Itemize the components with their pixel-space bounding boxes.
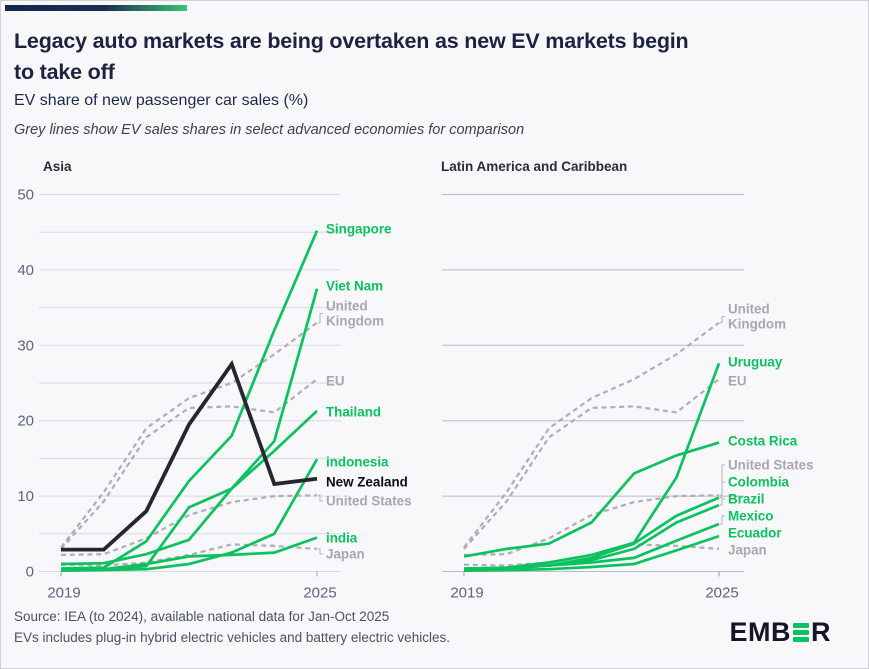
panel-title-asia: Asia [43, 159, 72, 174]
label-leader-colombia [720, 481, 725, 499]
ember-logo-bar [793, 637, 809, 642]
label-leader-united-states [318, 494, 323, 502]
series-label-viet-nam: Viet Nam [326, 279, 383, 294]
chart-subtitle: EV share of new passenger car sales (%) [14, 92, 309, 109]
series-line-india [60, 536, 318, 572]
ember-logo-bar [793, 630, 809, 635]
series-label-united-kingdom: United [326, 299, 368, 314]
series-line-costa-rica [463, 441, 720, 558]
series-label-brazil: Brazil [728, 492, 764, 507]
label-leader-mexico [720, 515, 725, 525]
page-title: Legacy auto markets are being overtaken … [14, 26, 844, 88]
brand-gradient-bar [5, 5, 187, 11]
label-leader-brazil [720, 498, 725, 506]
label-leader-united-kingdom [318, 313, 323, 324]
series-line-eu [463, 378, 720, 550]
series-line-thailand [60, 409, 318, 566]
series-label-united-kingdom: Kingdom [728, 317, 786, 332]
ember-logo: EMB R [730, 617, 832, 648]
series-label-new-zealand: New Zealand [326, 475, 408, 490]
y-axis-tick-label: 30 [17, 337, 34, 354]
series-line-colombia [463, 496, 720, 571]
series-label-mexico: Mexico [728, 509, 773, 524]
series-line-united-states [60, 494, 318, 556]
x-axis-tick-label: 2025 [303, 585, 336, 602]
series-label-indonesia: indonesia [326, 455, 389, 470]
ember-logo-text-left: EMB [729, 617, 791, 647]
title-line-1: Legacy auto markets are being overtaken … [14, 29, 689, 53]
series-label-united-states: United States [728, 458, 814, 473]
ember-logo-e-icon [793, 623, 809, 642]
series-label-singapore: Singapore [326, 222, 391, 237]
series-line-japan [60, 543, 318, 567]
series-label-costa-rica: Costa Rica [728, 434, 798, 449]
series-line-new-zealand [61, 360, 318, 552]
series-line-ecuador [463, 534, 720, 573]
series-label-ecuador: Ecuador [728, 526, 782, 541]
series-label-india: india [326, 531, 358, 546]
series-label-uruguay: Uruguay [728, 355, 783, 370]
series-line-mexico [463, 522, 720, 570]
label-leader-united-kingdom [720, 316, 725, 324]
series-line-singapore [60, 230, 319, 570]
ember-logo-bar [793, 623, 809, 628]
y-axis-tick-label: 50 [17, 187, 34, 204]
series-line-united-kingdom [463, 321, 720, 549]
x-axis-tick-label: 2025 [705, 585, 738, 602]
series-label-japan: Japan [326, 547, 365, 562]
series-line-japan [463, 543, 720, 567]
label-leader-japan [318, 548, 323, 555]
source-line: Source: IEA (to 2024), available nationa… [14, 609, 390, 624]
x-axis-tick-label: 2019 [47, 585, 80, 602]
series-label-united-states: United States [326, 494, 412, 509]
series-label-eu: EU [728, 374, 747, 389]
series-label-colombia: Colombia [728, 475, 790, 490]
y-axis-tick-label: 0 [26, 564, 34, 581]
series-line-eu [60, 378, 318, 550]
series-label-thailand: Thailand [326, 405, 381, 420]
series-line-united-kingdom [60, 321, 318, 549]
panel-title-latam: Latin America and Caribbean [441, 159, 628, 174]
series-line-united-states [463, 494, 720, 556]
series-label-united-kingdom: Kingdom [326, 314, 384, 329]
y-axis-tick-label: 10 [17, 488, 34, 505]
y-axis-tick-label: 40 [17, 262, 34, 279]
x-axis-tick-label: 2019 [450, 585, 483, 602]
series-label-united-kingdom: United [728, 302, 770, 317]
series-label-japan: Japan [728, 543, 767, 558]
comparison-note: Grey lines show EV sales shares in selec… [14, 122, 525, 138]
y-axis-tick-label: 20 [17, 413, 34, 430]
series-label-eu: EU [326, 374, 345, 389]
title-line-2: to take off [14, 60, 115, 84]
label-leader-united-states [720, 464, 725, 496]
ember-logo-text-right: R [811, 617, 831, 647]
methodology-line: EVs includes plug-in hybrid electric veh… [14, 630, 450, 645]
